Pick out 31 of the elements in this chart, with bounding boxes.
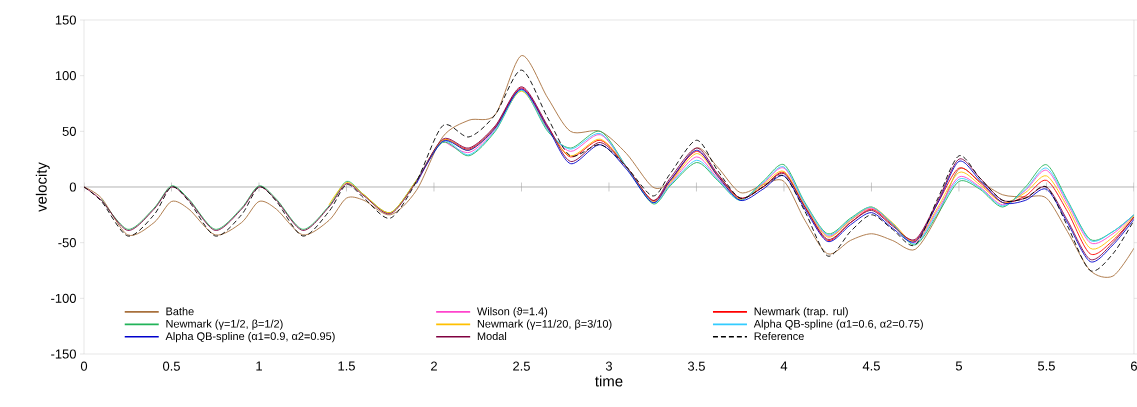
x-axis-title: time — [595, 375, 623, 387]
legend-label: Alpha QB-spline (α1=0.6, α2=0.75) — [753, 319, 923, 330]
x-tick-label: 5.5 — [1037, 361, 1055, 371]
x-tick-label: 3.5 — [687, 361, 705, 371]
y-tick-label: -100 — [51, 293, 76, 303]
x-tick-label: 3 — [605, 361, 613, 371]
y-tick-label: -50 — [58, 238, 76, 248]
y-tick-label: 50 — [62, 126, 76, 136]
x-tick-label: 5 — [955, 361, 962, 371]
legend-label: Modal — [477, 332, 507, 341]
x-tick-label: 0 — [80, 361, 88, 371]
legend-label: Reference — [754, 332, 804, 341]
legend-label: Newmark (γ=1/2, β=1/2) — [166, 319, 283, 330]
x-tick-label: 1.5 — [338, 361, 355, 371]
x-tick-label: 4 — [780, 361, 788, 371]
legend-label: Alpha QB-spline (α1=0.9, α2=0.95) — [165, 332, 335, 343]
x-tick-label: 0.5 — [162, 361, 180, 371]
x-tick-label: 1 — [256, 361, 262, 371]
x-tick-label: 4.5 — [862, 361, 880, 371]
legend-label: Newmark (trap. rul) — [754, 307, 848, 318]
x-tick-label: 2.5 — [513, 361, 530, 371]
y-axis-title: velocity — [35, 162, 50, 212]
x-tick-label: 6 — [1130, 361, 1137, 371]
legend-label: Bathe — [166, 307, 194, 316]
legend-label: Wilson (ϑ=1.4) — [477, 307, 548, 318]
y-tick-label: 100 — [55, 71, 76, 81]
x-tick-label: 2 — [431, 361, 437, 371]
y-tick-label: 0 — [69, 182, 76, 192]
legend-label: Newmark (γ=11/20, β=3/10) — [477, 319, 612, 330]
y-tick-label: -150 — [51, 349, 76, 359]
y-tick-label: 150 — [55, 15, 76, 25]
